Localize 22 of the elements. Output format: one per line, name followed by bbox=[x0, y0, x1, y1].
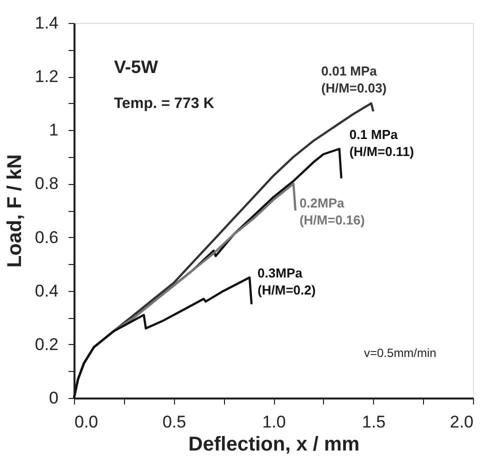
annotation: Temp. = 773 K bbox=[114, 95, 214, 112]
y-tick-label: 0 bbox=[49, 388, 58, 408]
y-tick-label: 1 bbox=[49, 120, 58, 140]
y-tick-label: 1.4 bbox=[34, 14, 58, 32]
y-axis-title: Load, F / kN bbox=[4, 154, 26, 268]
series-label: 0.01 MPa (H/M=0.03) bbox=[321, 63, 387, 96]
series-label: 0.2MPa (H/M=0.16) bbox=[299, 196, 365, 228]
y-tick-label: 0.6 bbox=[34, 228, 58, 247]
series-label: 0.3MPa (H/M=0.2) bbox=[258, 265, 316, 298]
x-tick-label: 2.0 bbox=[450, 412, 474, 432]
annotation: v=0.5mm/min bbox=[364, 346, 436, 360]
y-tick-label: 0.8 bbox=[34, 174, 58, 194]
y-tick-label: 0.4 bbox=[34, 281, 58, 300]
x-tick-label: 0.5 bbox=[162, 412, 186, 432]
series-label: 0.1 MPa (H/M=0.11) bbox=[349, 126, 414, 159]
annotation: V-5W bbox=[114, 57, 158, 77]
x-tick-label: 0.0 bbox=[74, 412, 98, 432]
x-tick-label: 1.5 bbox=[362, 412, 386, 432]
x-tick-label: 1.0 bbox=[262, 412, 286, 432]
y-tick-label: 1.2 bbox=[34, 67, 58, 86]
x-axis-title: Deflection, x / mm bbox=[188, 434, 360, 456]
y-tick-label: 0.2 bbox=[34, 334, 58, 354]
